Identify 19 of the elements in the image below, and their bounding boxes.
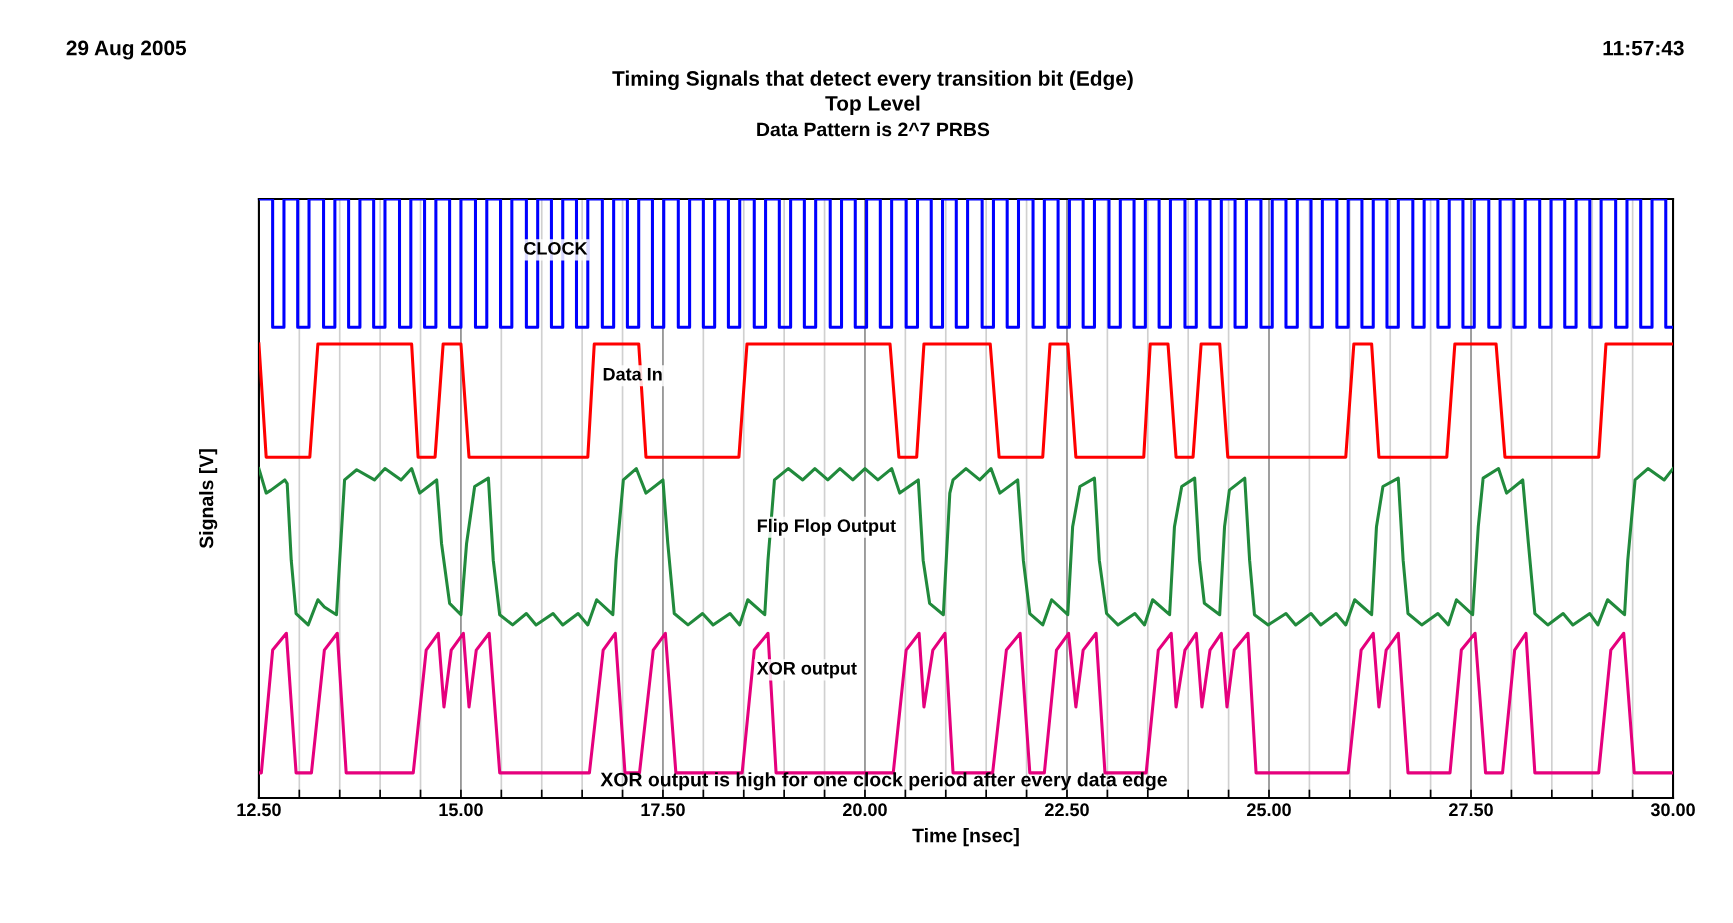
x-tick-label: 15.00	[439, 803, 483, 817]
x-tick-label: 27.50	[1449, 803, 1493, 817]
series-label: CLOCK	[524, 241, 588, 255]
chart-subtitle: Top Level Data Pattern is 2^7 PRBS	[757, 95, 990, 137]
x-axis-title: Time [nsec]	[912, 828, 1019, 847]
text: 29 Aug 2005	[66, 40, 187, 60]
x-tick-label: 20.00	[843, 803, 887, 817]
x-tick-label: 17.50	[641, 803, 685, 817]
annotation: XOR output is high for one clock period after every data edge	[600, 772, 1167, 791]
x-tick-label: 30.00	[1650, 803, 1695, 817]
x-tick-label: 12.50	[237, 803, 281, 817]
text: 11:57:43	[1603, 40, 1684, 56]
chart-title: Timing Signals that detect every transition bit (Edge)	[612, 70, 1133, 91]
series-label: XOR output	[756, 661, 857, 679]
y-axis-title: Signals [V]	[199, 449, 218, 549]
x-tick-label: 22.50	[1045, 803, 1089, 817]
series-label: Data In	[603, 367, 662, 381]
series-label: Flip Flop Output	[757, 518, 896, 536]
x-tick-label: 25.00	[1247, 803, 1291, 817]
